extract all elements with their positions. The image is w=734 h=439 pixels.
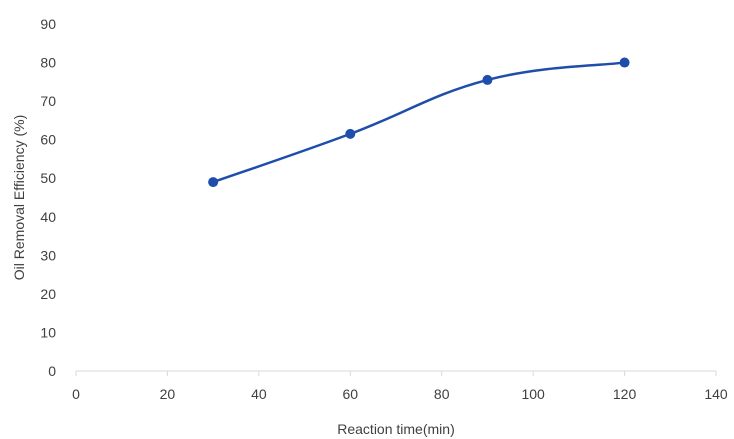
x-tick-label: 100: [521, 386, 545, 402]
x-axis-ticks: 0 20 40 60 80 100 120 140: [72, 371, 728, 402]
x-tick-label: 140: [704, 386, 728, 402]
y-axis-ticks: 0 10 20 30 40 50 60 70 80 90: [40, 16, 56, 379]
data-point: [482, 74, 493, 85]
y-tick-label: 40: [40, 209, 56, 225]
y-tick-label: 0: [48, 363, 56, 379]
data-point: [208, 177, 219, 188]
y-tick-label: 80: [40, 55, 56, 71]
x-tick-label: 20: [160, 386, 176, 402]
x-tick-label: 60: [342, 386, 358, 402]
data-point: [345, 128, 356, 139]
x-tick-label: 80: [434, 386, 450, 402]
y-tick-label: 50: [40, 170, 56, 186]
x-tick-label: 0: [72, 386, 80, 402]
data-point: [619, 57, 630, 68]
x-axis-title: Reaction time(min): [337, 421, 454, 437]
x-tick-label: 120: [613, 386, 637, 402]
x-tick-label: 40: [251, 386, 267, 402]
y-tick-label: 70: [40, 93, 56, 109]
series-line: [212, 61, 625, 184]
y-tick-label: 30: [40, 247, 56, 263]
y-tick-label: 20: [40, 286, 56, 302]
y-tick-label: 10: [40, 324, 56, 340]
y-tick-label: 60: [40, 132, 56, 148]
y-tick-label: 90: [40, 16, 56, 32]
data-points: [208, 57, 630, 188]
y-axis-title: Oil Removal Efficiency (%): [11, 115, 27, 280]
